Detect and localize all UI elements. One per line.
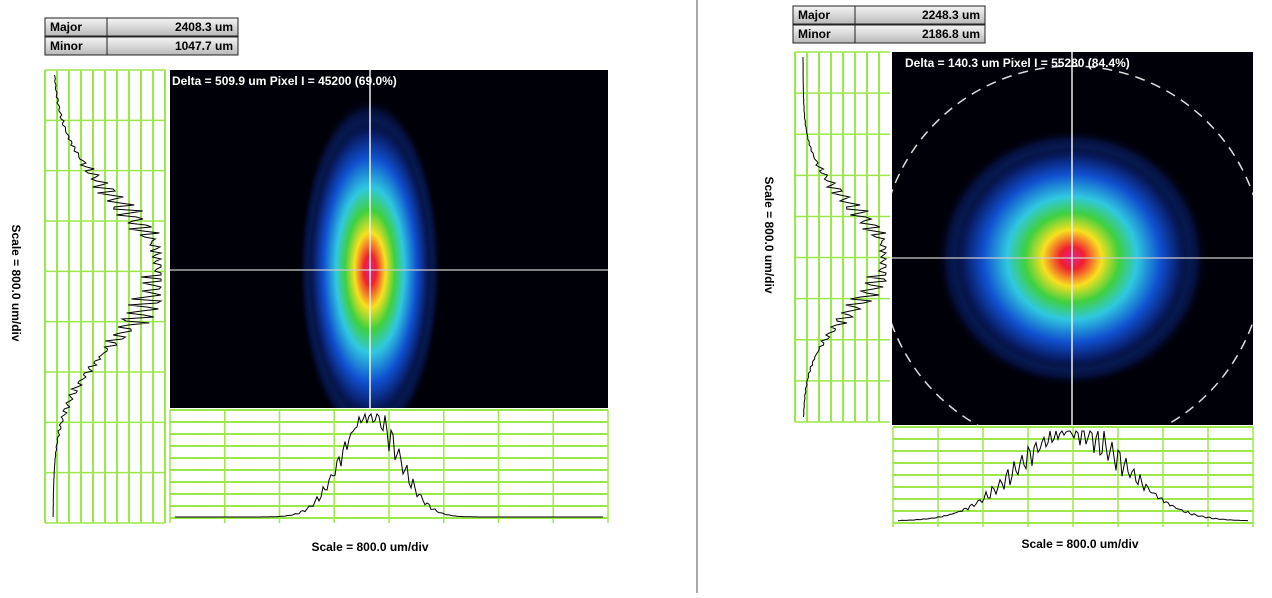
- info-value: 2408.3 um: [175, 20, 233, 34]
- info-label: Minor: [50, 39, 83, 53]
- x-profile: [893, 427, 1253, 527]
- info-value: 2248.3 um: [922, 8, 980, 22]
- readout: Delta = 140.3 um Pixel I = 55280 (84.4%): [905, 56, 1130, 70]
- x-scale-label: Scale = 800.0 um/div: [1021, 537, 1138, 551]
- y-profile: [45, 70, 165, 523]
- beam-image: [880, 52, 1264, 450]
- info-value: 1047.7 um: [175, 39, 233, 53]
- y-profile: [795, 52, 890, 422]
- x-scale-label: Scale = 800.0 um/div: [311, 540, 428, 554]
- beam-image: [170, 70, 608, 443]
- x-profile: [170, 410, 608, 523]
- info-label: Major: [50, 20, 82, 34]
- info-label: Minor: [798, 27, 831, 41]
- info-value: 2186.8 um: [922, 27, 980, 41]
- readout: Delta = 509.9 um Pixel I = 45200 (69.0%): [172, 74, 397, 88]
- page: {"panels": [ {"major": {"label": "Major"…: [0, 0, 1272, 593]
- y-scale-label: Scale = 800.0 um/div: [9, 224, 23, 341]
- info-label: Major: [798, 8, 830, 22]
- screen: Major 2408.3 um Minor 1047.7 um Delta = 509.…: [0, 0, 1272, 593]
- y-scale-label: Scale = 800.0 um/div: [762, 176, 776, 293]
